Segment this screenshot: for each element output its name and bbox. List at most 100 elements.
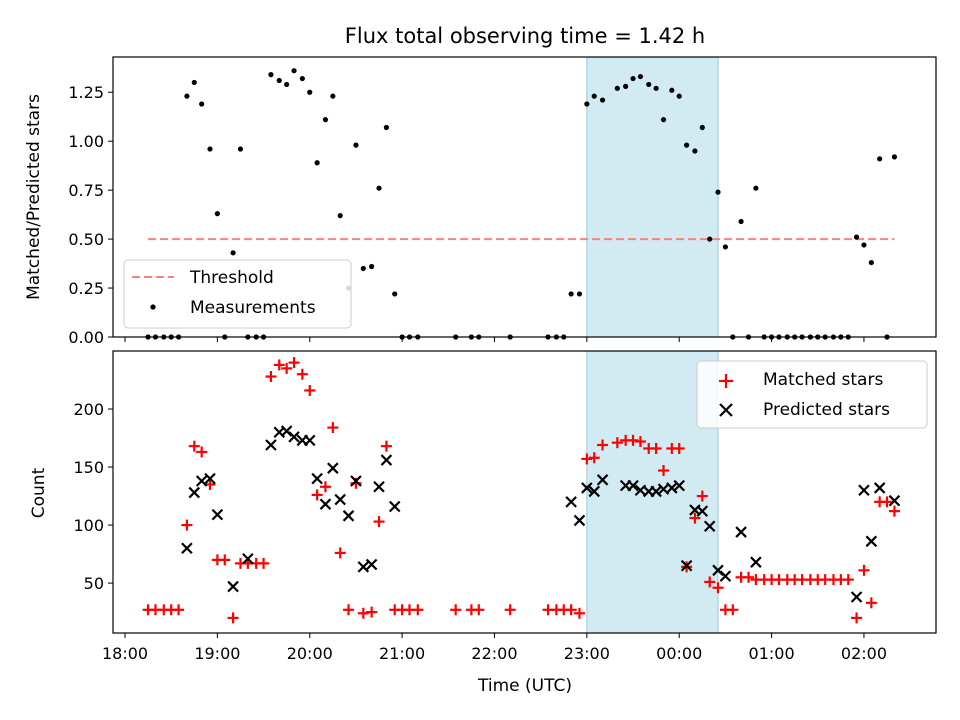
matched-star-marker — [565, 604, 577, 616]
matched-star-marker — [219, 554, 231, 566]
x-tick-label: 18:00 — [102, 644, 148, 663]
predicted-star-marker — [888, 494, 901, 507]
predicted-star-marker — [650, 485, 662, 498]
measurement-point — [630, 75, 636, 82]
matched-star-marker — [450, 604, 462, 616]
matched-star-marker — [181, 519, 193, 531]
measurement-point — [614, 85, 620, 91]
predicted-star-marker — [227, 580, 239, 593]
measurement-point — [576, 291, 583, 297]
top-y-label: Matched/Predicted stars — [24, 94, 44, 300]
predicted-star-marker — [581, 482, 593, 494]
top-axes-frame — [112, 56, 937, 338]
legend-matched-label: Matched stars — [763, 370, 883, 390]
predicted-star-marker — [280, 425, 293, 437]
legend-measurements-swatch — [150, 304, 156, 310]
predicted-star-marker — [204, 472, 216, 485]
predicted-star-marker — [195, 475, 208, 487]
measurement-point — [669, 87, 675, 93]
matched-star-marker — [581, 453, 593, 465]
measurement-point — [868, 259, 874, 266]
matched-star-marker — [319, 481, 331, 493]
measurement-point — [637, 73, 644, 80]
predicted-star-marker — [357, 561, 370, 573]
matched-star-marker — [704, 576, 716, 588]
measurement-point — [276, 77, 282, 84]
matched-star-marker — [373, 516, 385, 528]
predicted-star-marker — [873, 482, 886, 494]
measurement-point — [199, 101, 205, 107]
top-shaded-span — [586, 56, 719, 338]
measurement-point — [692, 148, 698, 154]
measurement-point — [191, 79, 197, 86]
predicted-star-marker — [865, 535, 878, 548]
matched-star-marker — [597, 439, 609, 451]
measurement-point — [383, 124, 390, 131]
matched-star-marker — [504, 604, 516, 616]
matched-star-marker — [727, 604, 739, 616]
predicted-star-marker — [596, 474, 609, 486]
x-tick-label: 00:00 — [656, 644, 702, 663]
top-legend: Threshold Measurements — [123, 259, 352, 329]
predicted-star-marker — [735, 526, 747, 538]
predicted-star-marker — [696, 505, 709, 517]
matched-star-marker — [742, 571, 754, 583]
y-tick-label: 0.25 — [68, 279, 104, 298]
x-tick-label: 02:00 — [841, 644, 887, 663]
matched-star-marker — [227, 612, 239, 624]
matched-star-marker — [288, 357, 300, 369]
measurement-point — [376, 185, 382, 191]
matched-star-marker — [304, 384, 316, 396]
matched-star-marker — [473, 604, 485, 616]
measurement-point — [853, 234, 860, 240]
legend-measurements-label: Measurements — [190, 298, 316, 318]
matched-star-marker — [296, 368, 308, 380]
predicted-star-marker — [265, 439, 277, 451]
matched-star-marker — [265, 371, 277, 383]
predicted-star-marker — [319, 498, 332, 510]
matched-star-marker — [311, 489, 323, 501]
measurement-point — [861, 242, 867, 248]
bottom-legend-box — [696, 360, 928, 429]
top-axes: 0.00 0.25 0.50 0.75 1.00 1.25 Matched/Predict… — [24, 56, 937, 347]
predicted-star-marker — [373, 480, 385, 493]
matched-star-marker — [573, 607, 585, 619]
y-tick-label: 1.00 — [68, 132, 104, 151]
measurement-point — [684, 142, 690, 148]
matched-star-marker — [588, 452, 600, 464]
matched-star-marker — [380, 440, 392, 452]
measurement-point — [715, 189, 721, 195]
matched-star-marker — [842, 574, 854, 586]
predicted-star-marker — [181, 542, 193, 555]
y-tick-label: 0.50 — [68, 230, 104, 249]
matched-star-marker — [650, 442, 662, 454]
chart-title: Flux total observing time = 1.42 h — [345, 24, 705, 48]
matched-star-marker — [188, 440, 200, 452]
measurement-point — [568, 291, 574, 297]
measurement-point — [337, 213, 343, 219]
predicted-star-marker — [288, 431, 300, 443]
matched-star-marker — [634, 436, 646, 448]
bottom-x-ticks: 18:00 19:00 20:00 21:00 22:00 23:00 00:00 01:00… — [102, 633, 887, 663]
predicted-star-marker — [388, 500, 401, 513]
matched-star-marker — [327, 422, 339, 434]
bottom-x-label: Time (UTC) — [477, 676, 572, 696]
measurement-point — [207, 146, 213, 152]
matched-star-marker — [712, 582, 724, 594]
predicted-star-marker — [242, 552, 254, 565]
predicted-star-markers — [181, 425, 901, 603]
measurement-point — [360, 265, 366, 272]
predicted-star-marker — [712, 564, 724, 577]
predicted-star-marker — [334, 493, 347, 506]
matched-star-marker — [357, 607, 369, 619]
measurement-point — [184, 93, 190, 99]
predicted-star-marker — [858, 484, 870, 497]
predicted-star-marker — [680, 559, 693, 572]
bottom-legend: Matched stars Predicted stars — [696, 360, 928, 429]
matched-star-marker — [412, 604, 424, 616]
measurement-point — [591, 93, 597, 99]
predicted-star-marker — [365, 558, 378, 571]
y-tick-label: 0.00 — [68, 328, 104, 347]
matched-star-marker — [611, 437, 623, 449]
measurement-point — [646, 81, 652, 88]
